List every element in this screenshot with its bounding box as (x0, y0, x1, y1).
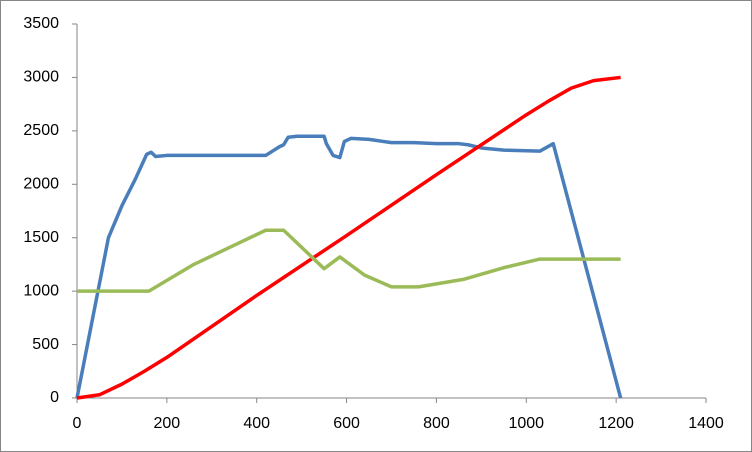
y-tick-label: 500 (32, 336, 59, 353)
y-tick-label: 2500 (23, 122, 59, 139)
x-tick-label: 1000 (508, 415, 544, 432)
x-tick-label: 1200 (598, 415, 634, 432)
y-tick-label: 3000 (23, 69, 59, 86)
series-line (76, 75, 621, 400)
x-tick-label: 400 (243, 415, 270, 432)
x-tick-label: 800 (423, 415, 450, 432)
y-tick-label: 2000 (23, 176, 59, 193)
x-tick-label: 0 (73, 415, 82, 432)
x-tick-label: 1400 (688, 415, 724, 432)
x-tick-label: 200 (154, 415, 181, 432)
series-line (77, 228, 621, 293)
series-line (75, 134, 623, 399)
y-tick-label: 1000 (23, 282, 59, 299)
y-tick-label: 3500 (23, 15, 59, 32)
x-tick-label: 600 (333, 415, 360, 432)
y-tick-label: 0 (50, 389, 59, 406)
y-tick-label: 1500 (23, 229, 59, 246)
